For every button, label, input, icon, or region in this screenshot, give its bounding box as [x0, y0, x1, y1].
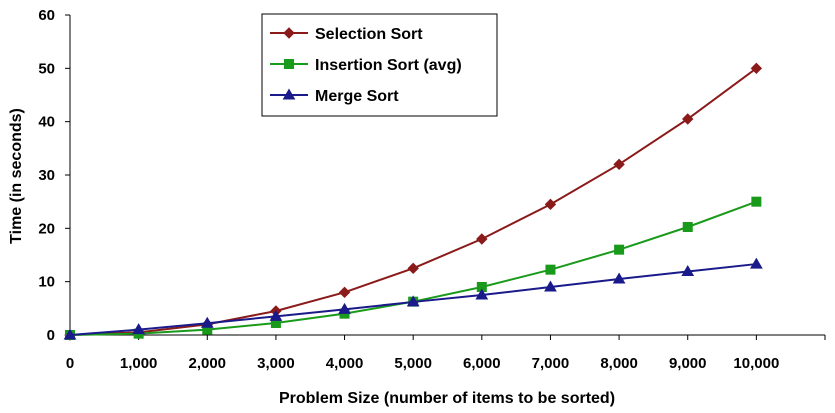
x-tick-label: 10,000	[733, 355, 779, 372]
x-tick-label: 5,000	[394, 355, 432, 372]
x-tick-label: 2,000	[188, 355, 226, 372]
y-tick-label: 60	[38, 7, 55, 24]
legend-entry: Selection Sort	[270, 26, 423, 43]
y-axis-ticks: 0 10 20 30 40 50 60	[38, 7, 70, 344]
data-point	[545, 264, 556, 275]
legend-label: Selection Sort	[315, 26, 423, 43]
legend: Selection Sort Insertion Sort (avg) Merge …	[261, 13, 498, 117]
legend-label: Insertion Sort (avg)	[315, 57, 462, 74]
y-tick-label: 20	[38, 220, 55, 237]
data-point	[407, 262, 419, 275]
y-tick-label: 30	[38, 167, 55, 184]
data-point	[682, 113, 694, 125]
data-point	[63, 328, 77, 340]
data-point	[751, 196, 762, 207]
legend-entry: Insertion Sort (avg)	[270, 57, 462, 74]
legend-label: Merge Sort	[315, 88, 399, 105]
x-tick-label: 4,000	[326, 355, 364, 372]
series-merge-sort	[63, 257, 763, 340]
legend-marker	[282, 88, 296, 100]
data-point	[750, 62, 763, 75]
x-axis-ticks: 0 1,000 2,000 3,000 4,000 5,000 6,000 7,000 8,00…	[66, 335, 826, 372]
data-point	[544, 280, 557, 292]
y-tick-label: 40	[38, 114, 55, 131]
x-tick-label: 1,000	[120, 355, 158, 372]
x-axis-title: Problem Size (number of items to be sort…	[279, 390, 615, 407]
data-point	[682, 222, 693, 232]
legend-marker	[283, 27, 295, 39]
data-point	[475, 288, 489, 300]
y-tick-label: 0	[47, 327, 55, 344]
y-tick-label: 10	[38, 274, 55, 291]
data-point	[544, 198, 557, 211]
x-tick-label: 6,000	[463, 355, 501, 372]
data-point	[132, 323, 146, 335]
data-point	[338, 302, 351, 314]
data-point	[614, 244, 625, 255]
data-point	[612, 272, 626, 284]
data-point	[681, 265, 695, 277]
data-point	[338, 286, 351, 299]
x-tick-label: 7,000	[532, 355, 570, 372]
data-point	[406, 295, 420, 307]
x-tick-label: 8,000	[600, 355, 638, 372]
legend-marker	[284, 59, 294, 69]
data-point	[476, 233, 488, 245]
x-tick-label: 3,000	[257, 355, 295, 372]
data-point	[200, 316, 214, 328]
legend-entry: Merge Sort	[270, 88, 399, 105]
x-tick-label: 9,000	[669, 355, 707, 372]
x-tick-label: 0	[66, 355, 74, 372]
y-tick-label: 50	[38, 60, 55, 77]
data-point	[749, 257, 763, 269]
data-point	[269, 309, 283, 321]
data-point	[613, 158, 625, 171]
series-layer	[63, 62, 763, 341]
y-axis-title: Time (in seconds)	[8, 108, 25, 244]
